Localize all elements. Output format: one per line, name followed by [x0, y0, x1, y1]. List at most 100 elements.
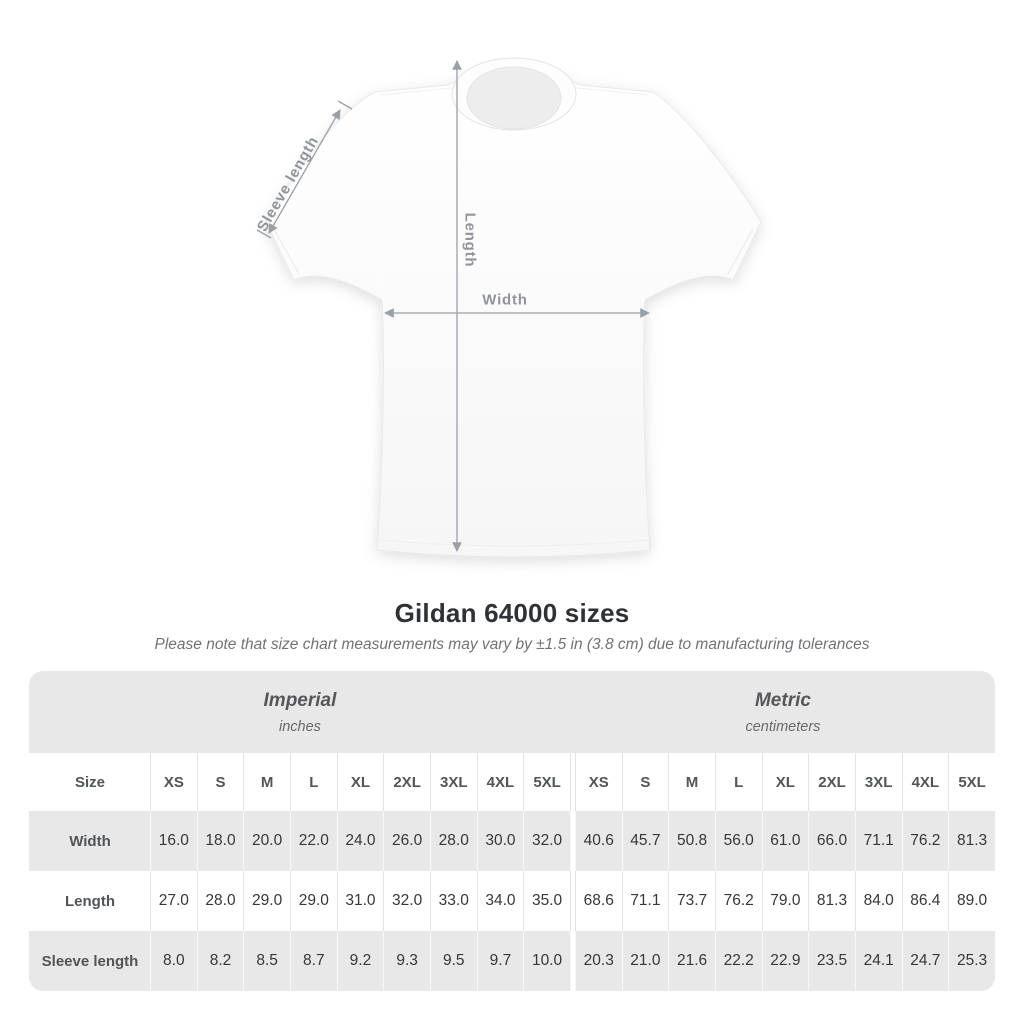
- size-header: 5XL: [948, 753, 995, 811]
- measurement-value: 28.0: [196, 871, 244, 931]
- unit-divider: [569, 753, 575, 811]
- table-row-sleeve-length: Sleeve length 8.0 8.2 8.5 8.7 9.2 9.3 9.…: [29, 931, 995, 991]
- measurement-value: 8.5: [243, 931, 290, 991]
- measurement-value: 24.7: [901, 931, 949, 991]
- measurement-value: 22.9: [761, 931, 809, 991]
- measurement-value: 40.6: [574, 811, 622, 871]
- measurement-value: 34.0: [476, 871, 524, 931]
- unit-header-row: Imperial inches Metric centimeters: [29, 671, 995, 753]
- table-row-width: Width 16.0 18.0 20.0 22.0 24.0 26.0 28.0…: [29, 811, 995, 871]
- measurement-value: 76.2: [714, 871, 762, 931]
- size-table-container: Imperial inches Metric centimeters Size …: [29, 671, 995, 991]
- imperial-unit: inches: [278, 718, 321, 735]
- measurement-value: 35.0: [523, 871, 570, 931]
- measurement-value: 71.1: [854, 811, 902, 871]
- metric-unit: centimeters: [745, 718, 821, 735]
- measurement-value: 28.0: [429, 811, 477, 871]
- measurement-value: 20.3: [574, 931, 622, 991]
- tshirt-measurement-figure: Sleeve length Length Width: [254, 57, 762, 558]
- measurement-value: 16.0: [150, 811, 197, 871]
- unit-divider: [569, 871, 575, 931]
- measurement-value: 24.1: [854, 931, 902, 991]
- measurement-value: 21.0: [621, 931, 669, 991]
- measurement-value: 81.3: [948, 811, 995, 871]
- size-header: 3XL: [854, 753, 902, 811]
- row-label: Sleeve length: [29, 931, 150, 991]
- measurement-value: 79.0: [761, 871, 809, 931]
- size-header: 2XL: [808, 753, 855, 811]
- measurement-value: 86.4: [901, 871, 949, 931]
- measurement-value: 30.0: [476, 811, 524, 871]
- metric-title: Metric: [754, 689, 811, 711]
- measurement-value: 20.0: [243, 811, 290, 871]
- size-header: 4XL: [901, 753, 949, 811]
- measurement-value: 22.0: [289, 811, 337, 871]
- measurement-value: 8.0: [150, 931, 197, 991]
- measurement-value: 29.0: [243, 871, 290, 931]
- measurement-value: 26.0: [383, 811, 430, 871]
- measurement-value: 9.7: [476, 931, 524, 991]
- measurement-value: 89.0: [948, 871, 995, 931]
- table-row-length: Length 27.0 28.0 29.0 29.0 31.0 32.0 33.…: [29, 871, 995, 931]
- measurement-value: 71.1: [621, 871, 669, 931]
- measurement-value: 22.2: [714, 931, 762, 991]
- size-header: 3XL: [429, 753, 477, 811]
- measurement-value: 33.0: [429, 871, 477, 931]
- measurement-value: 73.7: [668, 871, 715, 931]
- measurement-value: 8.7: [289, 931, 337, 991]
- measurement-value: 68.6: [574, 871, 622, 931]
- size-header: S: [621, 753, 669, 811]
- measurement-value: 9.2: [336, 931, 384, 991]
- measurement-value: 32.0: [383, 871, 430, 931]
- size-table: Imperial inches Metric centimeters Size …: [29, 671, 995, 991]
- measurement-value: 81.3: [808, 871, 855, 931]
- measurement-value: 24.0: [336, 811, 384, 871]
- imperial-title: Imperial: [263, 689, 337, 711]
- size-header: 2XL: [383, 753, 430, 811]
- size-header: L: [714, 753, 762, 811]
- measurement-value: 8.2: [196, 931, 244, 991]
- size-header: M: [668, 753, 715, 811]
- measurement-value: 31.0: [336, 871, 384, 931]
- size-header-row: Size XS S M L XL 2XL 3XL 4XL 5XL XS S M …: [29, 753, 995, 811]
- unit-divider: [569, 931, 575, 991]
- size-header: S: [196, 753, 244, 811]
- tshirt-image: [256, 57, 762, 558]
- row-label: Length: [29, 871, 150, 931]
- measurement-value: 50.8: [668, 811, 715, 871]
- measurement-value: 29.0: [289, 871, 337, 931]
- measurement-value: 76.2: [901, 811, 949, 871]
- size-header: L: [289, 753, 337, 811]
- size-header: 5XL: [523, 753, 570, 811]
- measurement-value: 61.0: [761, 811, 809, 871]
- metric-band: Metric centimeters: [569, 671, 995, 753]
- tolerance-note: Please note that size chart measurements…: [154, 636, 870, 653]
- row-label: Width: [29, 811, 150, 871]
- width-label: Width: [482, 291, 528, 309]
- size-header: 4XL: [476, 753, 524, 811]
- measurement-value: 21.6: [668, 931, 715, 991]
- unit-divider: [569, 811, 575, 871]
- measurement-value: 25.3: [948, 931, 995, 991]
- measurement-value: 84.0: [854, 871, 902, 931]
- measurement-value: 10.0: [523, 931, 570, 991]
- measurement-value: 56.0: [714, 811, 762, 871]
- measurement-value: 66.0: [808, 811, 855, 871]
- measurement-value: 18.0: [196, 811, 244, 871]
- size-header: M: [243, 753, 290, 811]
- sleeve-length-arrow: [256, 100, 353, 239]
- size-column-header: Size: [29, 753, 150, 811]
- measurement-value: 23.5: [808, 931, 855, 991]
- measurement-value: 27.0: [150, 871, 197, 931]
- size-header: XL: [336, 753, 384, 811]
- measurement-value: 9.5: [429, 931, 477, 991]
- size-header: XL: [761, 753, 809, 811]
- measurement-value: 9.3: [383, 931, 430, 991]
- size-header: XS: [150, 753, 197, 811]
- length-label: Length: [461, 212, 479, 268]
- measurement-value: 45.7: [621, 811, 669, 871]
- size-header: XS: [574, 753, 622, 811]
- imperial-band: Imperial inches: [29, 671, 570, 753]
- shirt-collar: [451, 57, 577, 131]
